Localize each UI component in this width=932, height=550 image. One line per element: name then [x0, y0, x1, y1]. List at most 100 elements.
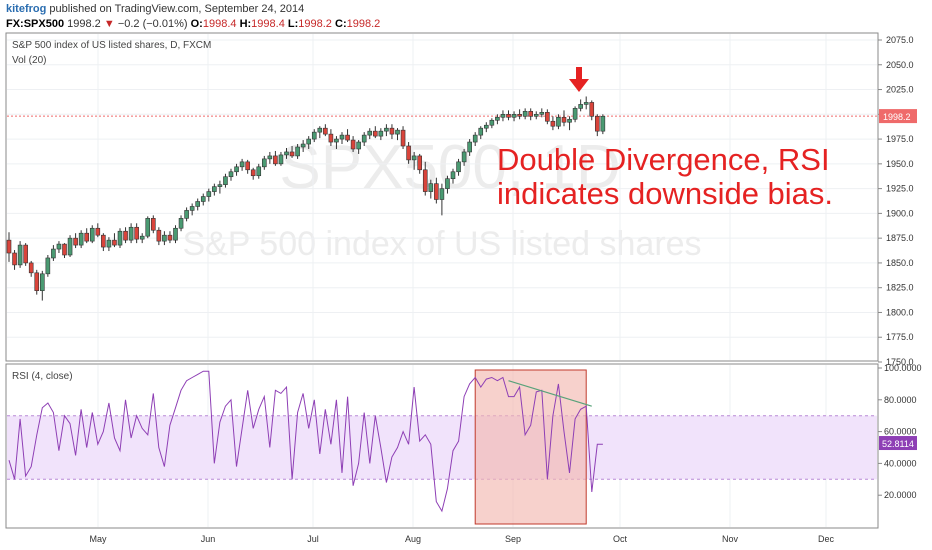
candle[interactable] [411, 151, 417, 170]
candle[interactable] [67, 235, 73, 257]
candle[interactable] [12, 250, 17, 270]
candle[interactable] [234, 163, 239, 176]
candle[interactable] [223, 173, 228, 188]
candle[interactable] [178, 215, 184, 232]
candle[interactable] [600, 114, 606, 135]
candle[interactable] [567, 116, 572, 131]
candle[interactable] [250, 167, 256, 180]
candle[interactable] [95, 223, 101, 238]
candle[interactable] [578, 99, 583, 112]
candle[interactable] [561, 110, 567, 127]
candle[interactable] [311, 129, 317, 143]
candle[interactable] [367, 128, 373, 140]
candle[interactable] [6, 232, 12, 262]
candle[interactable] [62, 243, 67, 258]
candle[interactable] [128, 223, 134, 244]
candle[interactable] [245, 159, 250, 174]
candle[interactable] [378, 128, 384, 141]
candle[interactable] [467, 139, 472, 156]
candle[interactable] [112, 233, 117, 248]
candle[interactable] [84, 228, 89, 244]
candle[interactable] [162, 231, 167, 246]
candle[interactable] [273, 150, 278, 166]
candle[interactable] [23, 243, 28, 266]
candle[interactable] [117, 228, 123, 249]
candle[interactable] [506, 110, 511, 121]
candle[interactable] [173, 225, 178, 244]
candle[interactable] [206, 188, 212, 202]
candle[interactable] [345, 129, 350, 143]
candle[interactable] [461, 148, 467, 166]
candle[interactable] [200, 193, 206, 206]
candle[interactable] [406, 142, 411, 164]
candle[interactable] [228, 168, 234, 181]
candle[interactable] [384, 124, 389, 137]
candle[interactable] [428, 179, 434, 199]
candle[interactable] [17, 241, 23, 268]
candle[interactable] [51, 245, 56, 261]
candle[interactable] [456, 158, 461, 176]
candle[interactable] [495, 114, 500, 125]
candle[interactable] [306, 136, 312, 149]
candle[interactable] [78, 230, 84, 249]
candle[interactable] [261, 155, 267, 170]
author-link[interactable]: kitefrog [6, 3, 47, 15]
candle[interactable] [472, 132, 478, 147]
candle[interactable] [106, 237, 112, 252]
candle[interactable] [289, 146, 295, 158]
candle[interactable] [450, 168, 456, 184]
candle[interactable] [489, 118, 495, 129]
candle[interactable] [295, 144, 300, 159]
candle[interactable] [167, 231, 173, 244]
candle[interactable] [156, 227, 162, 246]
candle[interactable] [212, 183, 217, 196]
candle[interactable] [256, 163, 262, 179]
candle[interactable] [539, 108, 545, 118]
candle[interactable] [356, 140, 361, 154]
candle[interactable] [139, 233, 145, 244]
candle[interactable] [145, 216, 151, 239]
candle[interactable] [517, 109, 522, 120]
candle[interactable] [34, 269, 40, 295]
candle[interactable] [45, 254, 51, 277]
candle[interactable] [328, 129, 334, 147]
candle[interactable] [434, 177, 439, 204]
candle[interactable] [334, 136, 339, 149]
candle[interactable] [400, 126, 406, 149]
candle[interactable] [439, 183, 445, 216]
candle[interactable] [594, 114, 600, 137]
candle[interactable] [372, 126, 378, 139]
candle[interactable] [445, 175, 450, 194]
candle[interactable] [89, 225, 95, 244]
candle[interactable] [589, 100, 595, 121]
candle[interactable] [28, 260, 34, 277]
candle[interactable] [323, 124, 328, 137]
candle[interactable] [500, 110, 506, 122]
candle[interactable] [56, 241, 62, 254]
candle[interactable] [239, 158, 245, 171]
candle[interactable] [300, 140, 306, 152]
candle[interactable] [395, 128, 400, 141]
rsi-line[interactable] [8, 370, 603, 513]
symbol-name[interactable]: FX:SPX500 [6, 18, 65, 30]
candle[interactable] [278, 151, 284, 166]
candle[interactable] [350, 136, 356, 152]
candle[interactable] [583, 96, 589, 110]
candle[interactable] [511, 111, 517, 122]
candle[interactable] [556, 114, 561, 130]
candle[interactable] [483, 122, 489, 133]
candle[interactable] [339, 132, 345, 145]
candle[interactable] [151, 215, 156, 234]
candle[interactable] [284, 147, 289, 159]
candle[interactable] [39, 270, 45, 301]
candle[interactable] [134, 223, 139, 244]
candle[interactable] [361, 132, 367, 147]
candle[interactable] [417, 153, 423, 174]
candle[interactable] [389, 124, 395, 140]
candle[interactable] [572, 106, 578, 123]
candle[interactable] [550, 116, 556, 131]
candle[interactable] [317, 126, 323, 139]
candle[interactable] [217, 180, 223, 194]
candle[interactable] [533, 111, 539, 120]
candle[interactable] [195, 198, 200, 211]
